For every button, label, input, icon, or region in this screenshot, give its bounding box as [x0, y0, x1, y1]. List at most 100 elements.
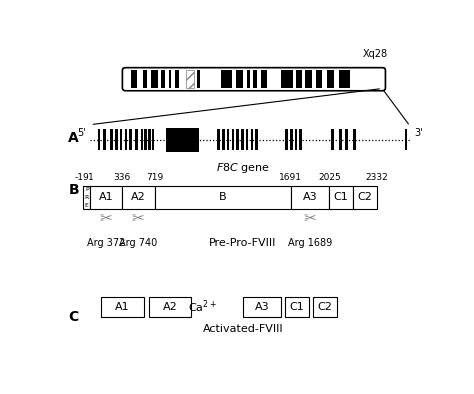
Bar: [125, 129, 127, 151]
Bar: [129, 129, 132, 151]
Bar: [290, 129, 292, 151]
Bar: [282, 70, 292, 88]
Text: C1: C1: [334, 192, 348, 203]
Bar: [305, 70, 312, 88]
Bar: [148, 129, 151, 151]
Text: R: R: [85, 195, 89, 200]
Bar: [285, 297, 309, 316]
Bar: [261, 70, 267, 88]
Text: 2025: 2025: [318, 173, 341, 182]
Text: A1: A1: [115, 302, 130, 312]
Bar: [175, 70, 179, 88]
Bar: [155, 186, 291, 209]
Text: ✂: ✂: [131, 211, 144, 226]
Bar: [222, 129, 225, 151]
Text: C: C: [68, 310, 79, 324]
Text: Pre-Pro-FVIII: Pre-Pro-FVIII: [209, 238, 277, 248]
Text: C1: C1: [290, 302, 304, 312]
Bar: [131, 70, 137, 88]
Text: E: E: [85, 203, 89, 208]
Text: A2: A2: [163, 302, 178, 312]
Text: Arg 1689: Arg 1689: [288, 238, 332, 248]
Text: Arg 740: Arg 740: [119, 238, 157, 248]
Bar: [327, 70, 334, 88]
Bar: [237, 129, 239, 151]
Text: Xq28: Xq28: [363, 49, 388, 59]
Bar: [405, 129, 407, 151]
Bar: [329, 186, 353, 209]
Bar: [227, 129, 229, 151]
Bar: [246, 129, 248, 151]
Bar: [221, 70, 232, 88]
Bar: [339, 70, 350, 88]
Text: 5': 5': [77, 128, 86, 138]
Bar: [241, 129, 244, 151]
Bar: [197, 70, 200, 88]
Bar: [141, 129, 143, 151]
Text: P: P: [85, 188, 89, 192]
Text: 336: 336: [113, 173, 130, 182]
Text: -19: -19: [74, 173, 90, 182]
Text: $\mathit{F8C}$ gene: $\mathit{F8C}$ gene: [216, 161, 270, 175]
Bar: [149, 297, 191, 316]
Bar: [331, 129, 334, 151]
Bar: [251, 129, 253, 151]
Text: 719: 719: [146, 173, 164, 182]
Bar: [120, 129, 122, 151]
Bar: [151, 70, 158, 88]
Bar: [300, 129, 302, 151]
Bar: [135, 129, 138, 151]
Bar: [143, 70, 146, 88]
Bar: [316, 70, 322, 88]
Bar: [161, 70, 165, 88]
Text: A: A: [68, 131, 79, 145]
Text: Activated-FVIII: Activated-FVIII: [202, 324, 283, 334]
Bar: [166, 128, 199, 152]
Bar: [98, 129, 100, 151]
Bar: [169, 70, 171, 88]
Text: 1: 1: [88, 173, 93, 182]
Bar: [115, 129, 118, 151]
Bar: [110, 129, 112, 151]
Bar: [295, 129, 297, 151]
Bar: [122, 186, 155, 209]
Text: A1: A1: [99, 192, 113, 203]
Text: ✂: ✂: [100, 211, 112, 226]
Bar: [243, 297, 282, 316]
Bar: [253, 70, 257, 88]
Text: 3': 3': [414, 128, 423, 138]
Text: Ca$^{2+}$: Ca$^{2+}$: [188, 298, 217, 315]
Text: ✂: ✂: [303, 211, 316, 226]
Text: Arg 372: Arg 372: [87, 238, 125, 248]
Bar: [313, 297, 337, 316]
Bar: [353, 129, 356, 151]
Bar: [339, 129, 342, 151]
Text: A2: A2: [131, 192, 146, 203]
Bar: [152, 129, 155, 151]
Text: A3: A3: [255, 302, 270, 312]
Bar: [145, 129, 147, 151]
Bar: [255, 129, 258, 151]
Bar: [103, 129, 106, 151]
Bar: [101, 297, 144, 316]
Bar: [91, 186, 122, 209]
Bar: [186, 70, 194, 88]
Text: B: B: [68, 183, 79, 197]
Bar: [353, 186, 377, 209]
Bar: [291, 186, 329, 209]
Text: A3: A3: [303, 192, 317, 203]
Text: C2: C2: [317, 302, 332, 312]
Bar: [83, 186, 91, 209]
Bar: [296, 70, 301, 88]
Text: C2: C2: [357, 192, 373, 203]
Bar: [246, 70, 250, 88]
Text: 2332: 2332: [365, 173, 388, 182]
FancyBboxPatch shape: [122, 68, 385, 91]
Bar: [217, 129, 220, 151]
Bar: [285, 129, 288, 151]
Bar: [231, 129, 234, 151]
Bar: [346, 129, 348, 151]
Bar: [236, 70, 243, 88]
Text: 1691: 1691: [279, 173, 302, 182]
Text: B: B: [219, 192, 227, 203]
